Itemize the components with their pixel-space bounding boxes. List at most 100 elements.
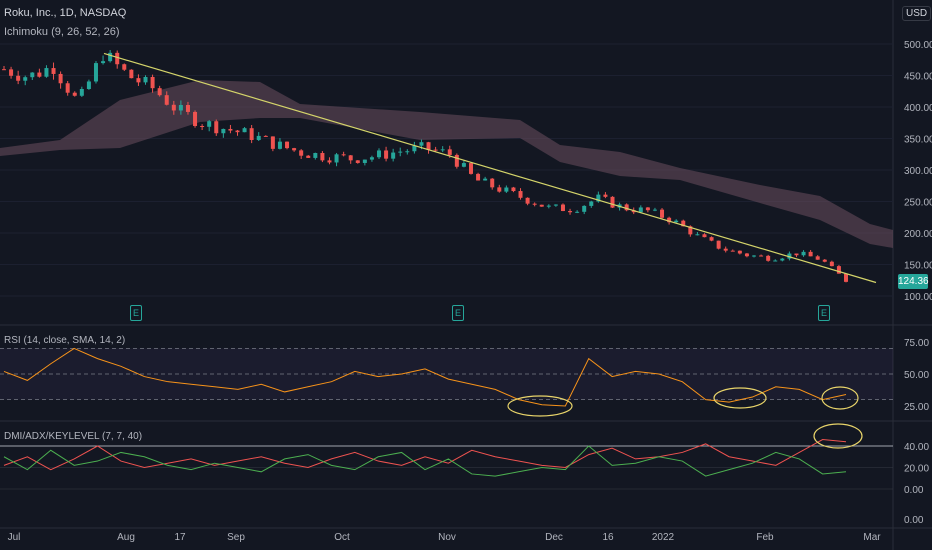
- candle-body: [79, 89, 84, 96]
- x-tick-label: Aug: [117, 532, 135, 543]
- dmi-legend: DMI/ADX/KEYLEVEL (7, 7, 40): [4, 431, 143, 442]
- candle-body: [766, 255, 771, 261]
- candle-body: [391, 152, 396, 159]
- x-tick-label: Dec: [545, 532, 563, 543]
- y-tick-label: 250.00: [904, 198, 932, 209]
- candle-body: [143, 77, 148, 83]
- candle-body: [815, 256, 820, 260]
- candle-body: [9, 69, 14, 76]
- candle-body: [249, 128, 254, 140]
- candle-body: [405, 151, 410, 153]
- x-tick-label: 16: [602, 532, 614, 543]
- candle-body: [129, 69, 134, 79]
- x-tick-label: 17: [174, 532, 186, 543]
- candle-body: [58, 73, 63, 84]
- ichimoku-legend: Ichimoku (9, 26, 52, 26): [4, 26, 120, 38]
- candle-body: [660, 209, 665, 218]
- y-tick-label: 500.00: [904, 40, 932, 51]
- candle-body: [86, 81, 91, 90]
- candle-body: [398, 151, 403, 153]
- candle-body: [185, 105, 190, 112]
- candle-body: [242, 128, 247, 133]
- candle-body: [461, 163, 466, 167]
- candle-body: [108, 52, 113, 62]
- candle-body: [72, 92, 77, 96]
- candle-body: [702, 234, 707, 238]
- candle-body: [752, 255, 757, 257]
- rsi-legend: RSI (14, close, SMA, 14, 2): [4, 335, 126, 346]
- candle-body: [228, 128, 233, 131]
- candle-body: [808, 251, 813, 257]
- candle-body: [362, 159, 367, 163]
- candle-body: [171, 104, 176, 111]
- minus-di-line: [3, 445, 847, 477]
- candle-body: [16, 75, 21, 81]
- candle-body: [829, 261, 834, 267]
- candle-body: [384, 150, 389, 159]
- candle-body: [539, 204, 544, 207]
- candle-body: [844, 273, 848, 282]
- candle-body: [667, 217, 672, 223]
- candle-body: [115, 52, 120, 65]
- trendline: [103, 52, 877, 284]
- candle-body: [164, 95, 169, 105]
- candle-body: [454, 154, 459, 167]
- rsi-tick-label: 75.00: [904, 338, 929, 349]
- candle-body: [178, 105, 183, 111]
- currency-button[interactable]: USD: [902, 6, 932, 21]
- candle-body: [490, 178, 495, 188]
- candle-body: [320, 152, 325, 161]
- candle-body: [560, 204, 565, 212]
- candle-body: [744, 253, 749, 257]
- candle-body: [447, 149, 452, 155]
- candle-body: [476, 173, 481, 181]
- candle-body: [645, 207, 650, 211]
- candle-body: [575, 211, 580, 213]
- candle-body: [709, 237, 714, 241]
- candle-body: [695, 234, 700, 236]
- candle-body: [525, 197, 530, 204]
- dmi-tick-label: 0.00: [904, 515, 924, 526]
- dmi-highlight-ellipse: [813, 423, 863, 449]
- candle-body: [773, 260, 778, 262]
- candle-body: [674, 220, 679, 223]
- candle-body: [277, 141, 282, 149]
- x-tick-label: Sep: [227, 532, 245, 543]
- candle-body: [341, 154, 346, 156]
- candle-body: [263, 135, 268, 137]
- candle-body: [101, 61, 106, 64]
- candle-body: [546, 205, 551, 207]
- candle-body: [299, 150, 304, 156]
- rsi-highlight-ellipse: [507, 395, 573, 417]
- x-tick-label: Oct: [334, 532, 350, 543]
- earnings-marker[interactable]: E: [452, 305, 464, 321]
- candle-body: [157, 88, 162, 96]
- earnings-marker[interactable]: E: [818, 305, 830, 321]
- plus-di-line: [3, 439, 847, 471]
- candle-body: [150, 77, 155, 89]
- y-tick-label: 150.00: [904, 261, 932, 272]
- ichimoku-cloud: [0, 80, 893, 248]
- y-tick-label: 350.00: [904, 135, 932, 146]
- rsi-tick-label: 25.00: [904, 402, 929, 413]
- rsi-line: [3, 347, 847, 407]
- candle-body: [313, 152, 318, 158]
- x-tick-label: Nov: [438, 532, 456, 543]
- dmi-tick-label: 40.00: [904, 442, 929, 453]
- earnings-marker[interactable]: E: [130, 305, 142, 321]
- candle-body: [65, 83, 70, 93]
- candle-body: [23, 77, 28, 81]
- candle-body: [532, 203, 537, 205]
- candle-body: [348, 155, 353, 161]
- candle-body: [426, 142, 431, 150]
- candle-body: [221, 128, 226, 134]
- y-tick-label: 200.00: [904, 229, 932, 240]
- x-tick-label: Feb: [756, 532, 774, 543]
- candle-body: [292, 148, 297, 151]
- candle-body: [759, 255, 764, 257]
- candle-body: [603, 194, 608, 197]
- chart-title: Roku, Inc., 1D, NASDAQ: [4, 7, 127, 19]
- candle-body: [497, 187, 502, 192]
- y-tick-label: 300.00: [904, 166, 932, 177]
